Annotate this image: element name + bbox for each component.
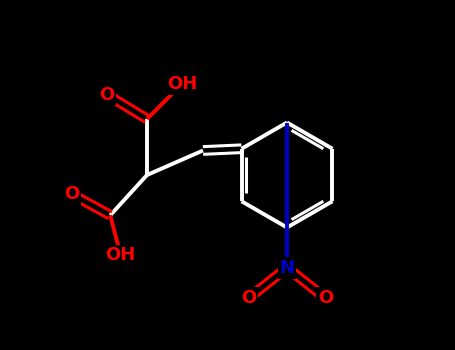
Text: O: O bbox=[99, 85, 114, 104]
Text: OH: OH bbox=[106, 246, 136, 265]
Text: OH: OH bbox=[167, 75, 197, 93]
Text: O: O bbox=[241, 289, 256, 307]
Text: O: O bbox=[318, 289, 333, 307]
Text: N: N bbox=[279, 259, 294, 277]
Text: O: O bbox=[64, 185, 79, 203]
